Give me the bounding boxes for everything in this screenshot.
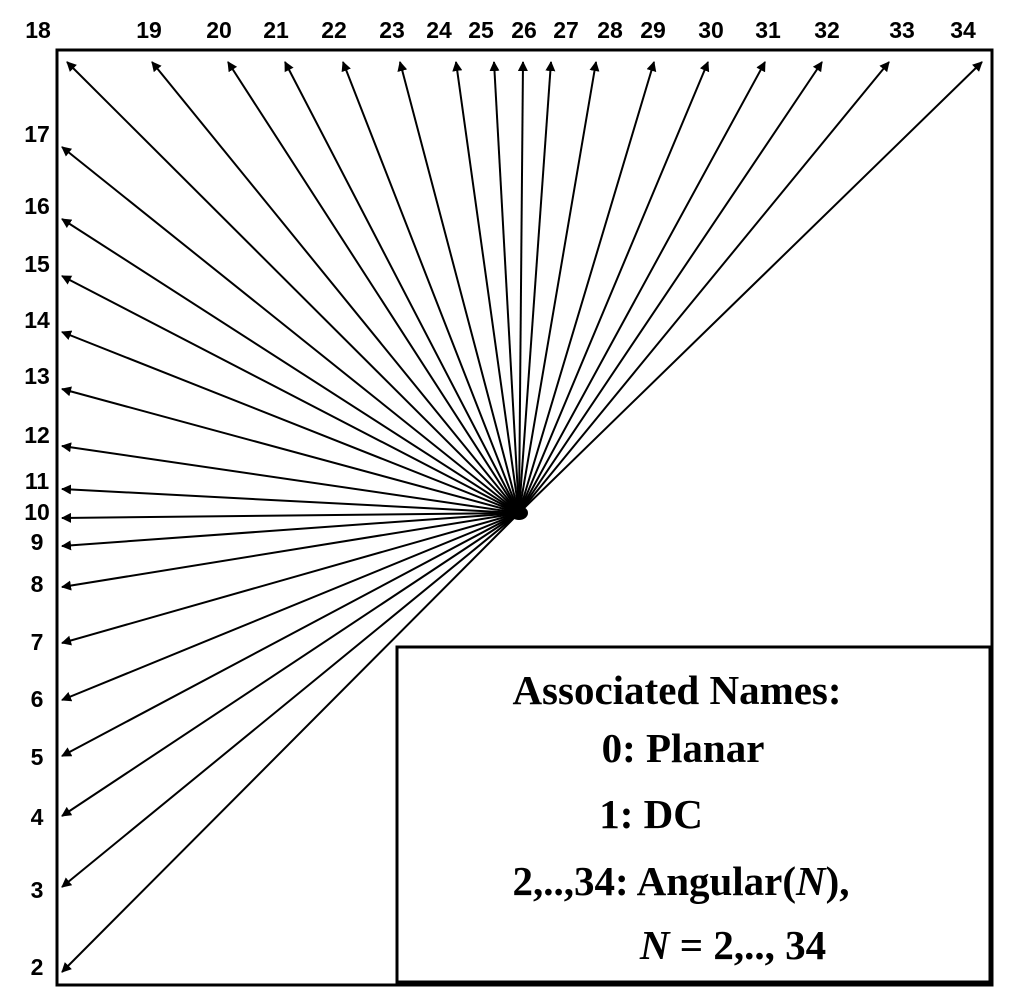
mode-arrow-29 bbox=[518, 61, 657, 514]
legend-box: Associated Names: 0: Planar 1: DC 2,..,3… bbox=[395, 645, 992, 984]
legend-title: Associated Names: bbox=[512, 667, 841, 713]
mode-label-16: 16 bbox=[24, 193, 50, 219]
mode-label-28: 28 bbox=[597, 17, 623, 43]
mode-label-34: 34 bbox=[950, 17, 976, 43]
legend-range: N = 2,.., 34 bbox=[639, 922, 826, 968]
mode-label-6: 6 bbox=[31, 686, 44, 712]
mode-arrow-12 bbox=[61, 442, 520, 514]
mode-label-12: 12 bbox=[24, 422, 50, 448]
mode-arrow-27 bbox=[518, 61, 556, 514]
mode-label-8: 8 bbox=[31, 571, 44, 597]
mode-label-14: 14 bbox=[24, 307, 50, 333]
mode-arrow-7 bbox=[61, 512, 520, 646]
mode-label-30: 30 bbox=[698, 17, 724, 43]
mode-arrow-13 bbox=[61, 386, 520, 514]
mode-label-9: 9 bbox=[31, 529, 44, 555]
mode-arrow-9 bbox=[61, 512, 520, 551]
mode-arrow-5 bbox=[61, 512, 520, 757]
mode-label-7: 7 bbox=[31, 629, 44, 655]
legend-angular: 2,..,34: Angular(N), bbox=[512, 858, 849, 904]
mode-arrow-16 bbox=[61, 218, 520, 514]
mode-label-5: 5 bbox=[31, 744, 44, 770]
mode-labels: 18 19 20 21 22 23 24 25 26 27 28 29 30 31 32 33 34171615… bbox=[24, 17, 976, 980]
mode-arrow-30 bbox=[518, 61, 710, 514]
mode-label-17: 17 bbox=[24, 121, 50, 147]
mode-arrow-34 bbox=[518, 61, 983, 514]
convergence-point bbox=[510, 506, 528, 520]
mode-label-24: 24 bbox=[426, 17, 452, 43]
legend-frame bbox=[395, 645, 992, 984]
legend-range-rest: = 2,.., 34 bbox=[669, 922, 826, 968]
mode-arrow-4 bbox=[61, 512, 520, 817]
mode-label-33: 33 bbox=[889, 17, 915, 43]
mode-label-29: 29 bbox=[640, 17, 666, 43]
legend-dc: 1: DC bbox=[599, 791, 703, 837]
mode-arrow-3 bbox=[61, 512, 520, 888]
mode-label-21: 21 bbox=[263, 17, 289, 43]
mode-arrow-22 bbox=[341, 61, 520, 514]
mode-arrow-2 bbox=[61, 512, 520, 973]
mode-label-10: 10 bbox=[24, 499, 50, 525]
mode-arrow-10 bbox=[61, 512, 520, 523]
mode-label-23: 23 bbox=[379, 17, 405, 43]
mode-arrow-18 bbox=[66, 61, 520, 514]
mode-label-3: 3 bbox=[31, 877, 44, 903]
mode-label-13: 13 bbox=[24, 363, 50, 389]
mode-label-22: 22 bbox=[321, 17, 347, 43]
mode-arrow-17 bbox=[61, 146, 520, 514]
mode-label-31: 31 bbox=[755, 17, 781, 43]
mode-label-15: 15 bbox=[24, 251, 50, 277]
mode-arrow-15 bbox=[61, 275, 520, 514]
mode-arrow-11 bbox=[61, 484, 520, 514]
mode-arrow-19 bbox=[151, 61, 520, 514]
mode-arrow-32 bbox=[518, 61, 823, 514]
mode-label-32: 32 bbox=[814, 17, 840, 43]
legend-angular-suffix: ), bbox=[826, 858, 850, 904]
mode-arrows bbox=[61, 61, 983, 973]
mode-arrow-25 bbox=[489, 61, 520, 514]
diagram-frame bbox=[55, 48, 994, 987]
mode-arrow-20 bbox=[227, 61, 520, 514]
mode-label-19: 19 bbox=[136, 17, 162, 43]
mode-arrow-21 bbox=[284, 61, 520, 514]
mode-arrow-33 bbox=[518, 61, 890, 514]
mode-arrow-8 bbox=[61, 512, 520, 591]
legend-planar: 0: Planar bbox=[602, 725, 765, 771]
mode-label-11: 11 bbox=[25, 468, 50, 494]
mode-arrow-6 bbox=[61, 512, 520, 702]
mode-label-25: 25 bbox=[468, 17, 494, 43]
mode-arrow-31 bbox=[518, 61, 766, 514]
mode-label-2: 2 bbox=[31, 954, 44, 980]
mode-arrow-24 bbox=[452, 61, 520, 514]
mode-label-27: 27 bbox=[553, 17, 579, 43]
legend-angular-prefix: 2,..,34: Angular( bbox=[512, 858, 796, 904]
mode-arrow-23 bbox=[397, 61, 520, 514]
mode-label-18: 18 bbox=[25, 17, 51, 43]
legend-range-var: N bbox=[639, 922, 671, 968]
mode-arrow-26 bbox=[517, 61, 528, 514]
mode-arrow-28 bbox=[518, 61, 600, 514]
mode-arrow-14 bbox=[61, 330, 520, 514]
legend-angular-var: N bbox=[795, 858, 827, 904]
mode-label-4: 4 bbox=[31, 804, 44, 830]
mode-label-20: 20 bbox=[206, 17, 232, 43]
mode-label-26: 26 bbox=[511, 17, 537, 43]
